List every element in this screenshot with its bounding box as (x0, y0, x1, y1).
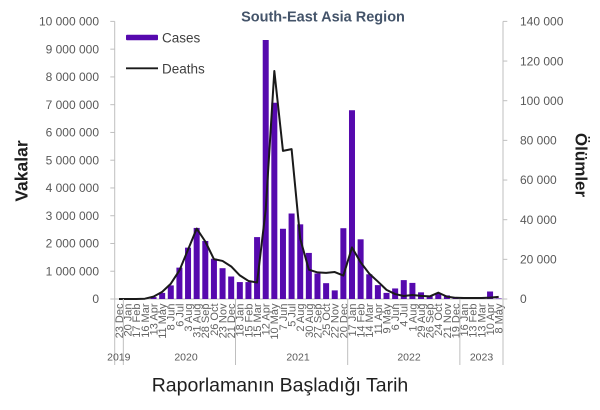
svg-text:20 000: 20 000 (520, 253, 557, 267)
svg-text:7 000 000: 7 000 000 (46, 98, 100, 112)
svg-text:80 000: 80 000 (520, 134, 557, 148)
svg-text:8 May: 8 May (494, 303, 506, 333)
svg-text:100 000: 100 000 (520, 94, 564, 108)
svg-text:2022: 2022 (397, 352, 421, 364)
svg-text:40 000: 40 000 (520, 213, 557, 227)
svg-text:3 000 000: 3 000 000 (46, 209, 100, 223)
svg-text:2019: 2019 (107, 352, 131, 364)
svg-text:120 000: 120 000 (520, 54, 564, 68)
svg-text:9 000 000: 9 000 000 (46, 42, 100, 56)
svg-text:4 000 000: 4 000 000 (46, 181, 100, 195)
svg-text:Deaths: Deaths (162, 61, 205, 76)
svg-text:1 000 000: 1 000 000 (46, 264, 100, 278)
svg-text:Ölümler: Ölümler (572, 133, 591, 198)
svg-text:140 000: 140 000 (520, 15, 564, 29)
svg-text:2 000 000: 2 000 000 (46, 237, 100, 251)
svg-text:0: 0 (92, 292, 99, 306)
svg-text:8 000 000: 8 000 000 (46, 70, 100, 84)
svg-text:Vakalar: Vakalar (12, 140, 32, 201)
svg-text:6 000 000: 6 000 000 (46, 126, 100, 140)
svg-text:60 000: 60 000 (520, 173, 557, 187)
svg-text:10 000 000: 10 000 000 (39, 15, 99, 29)
svg-text:0: 0 (520, 292, 527, 306)
svg-text:5 000 000: 5 000 000 (46, 153, 100, 167)
svg-text:Cases: Cases (162, 31, 201, 46)
svg-text:Raporlamanın Başladığı Tarih: Raporlamanın Başladığı Tarih (152, 375, 409, 397)
svg-text:2021: 2021 (286, 352, 310, 364)
svg-text:2020: 2020 (174, 352, 198, 364)
svg-text:South-East Asia Region: South-East Asia Region (241, 10, 405, 26)
svg-text:2023: 2023 (470, 352, 494, 364)
